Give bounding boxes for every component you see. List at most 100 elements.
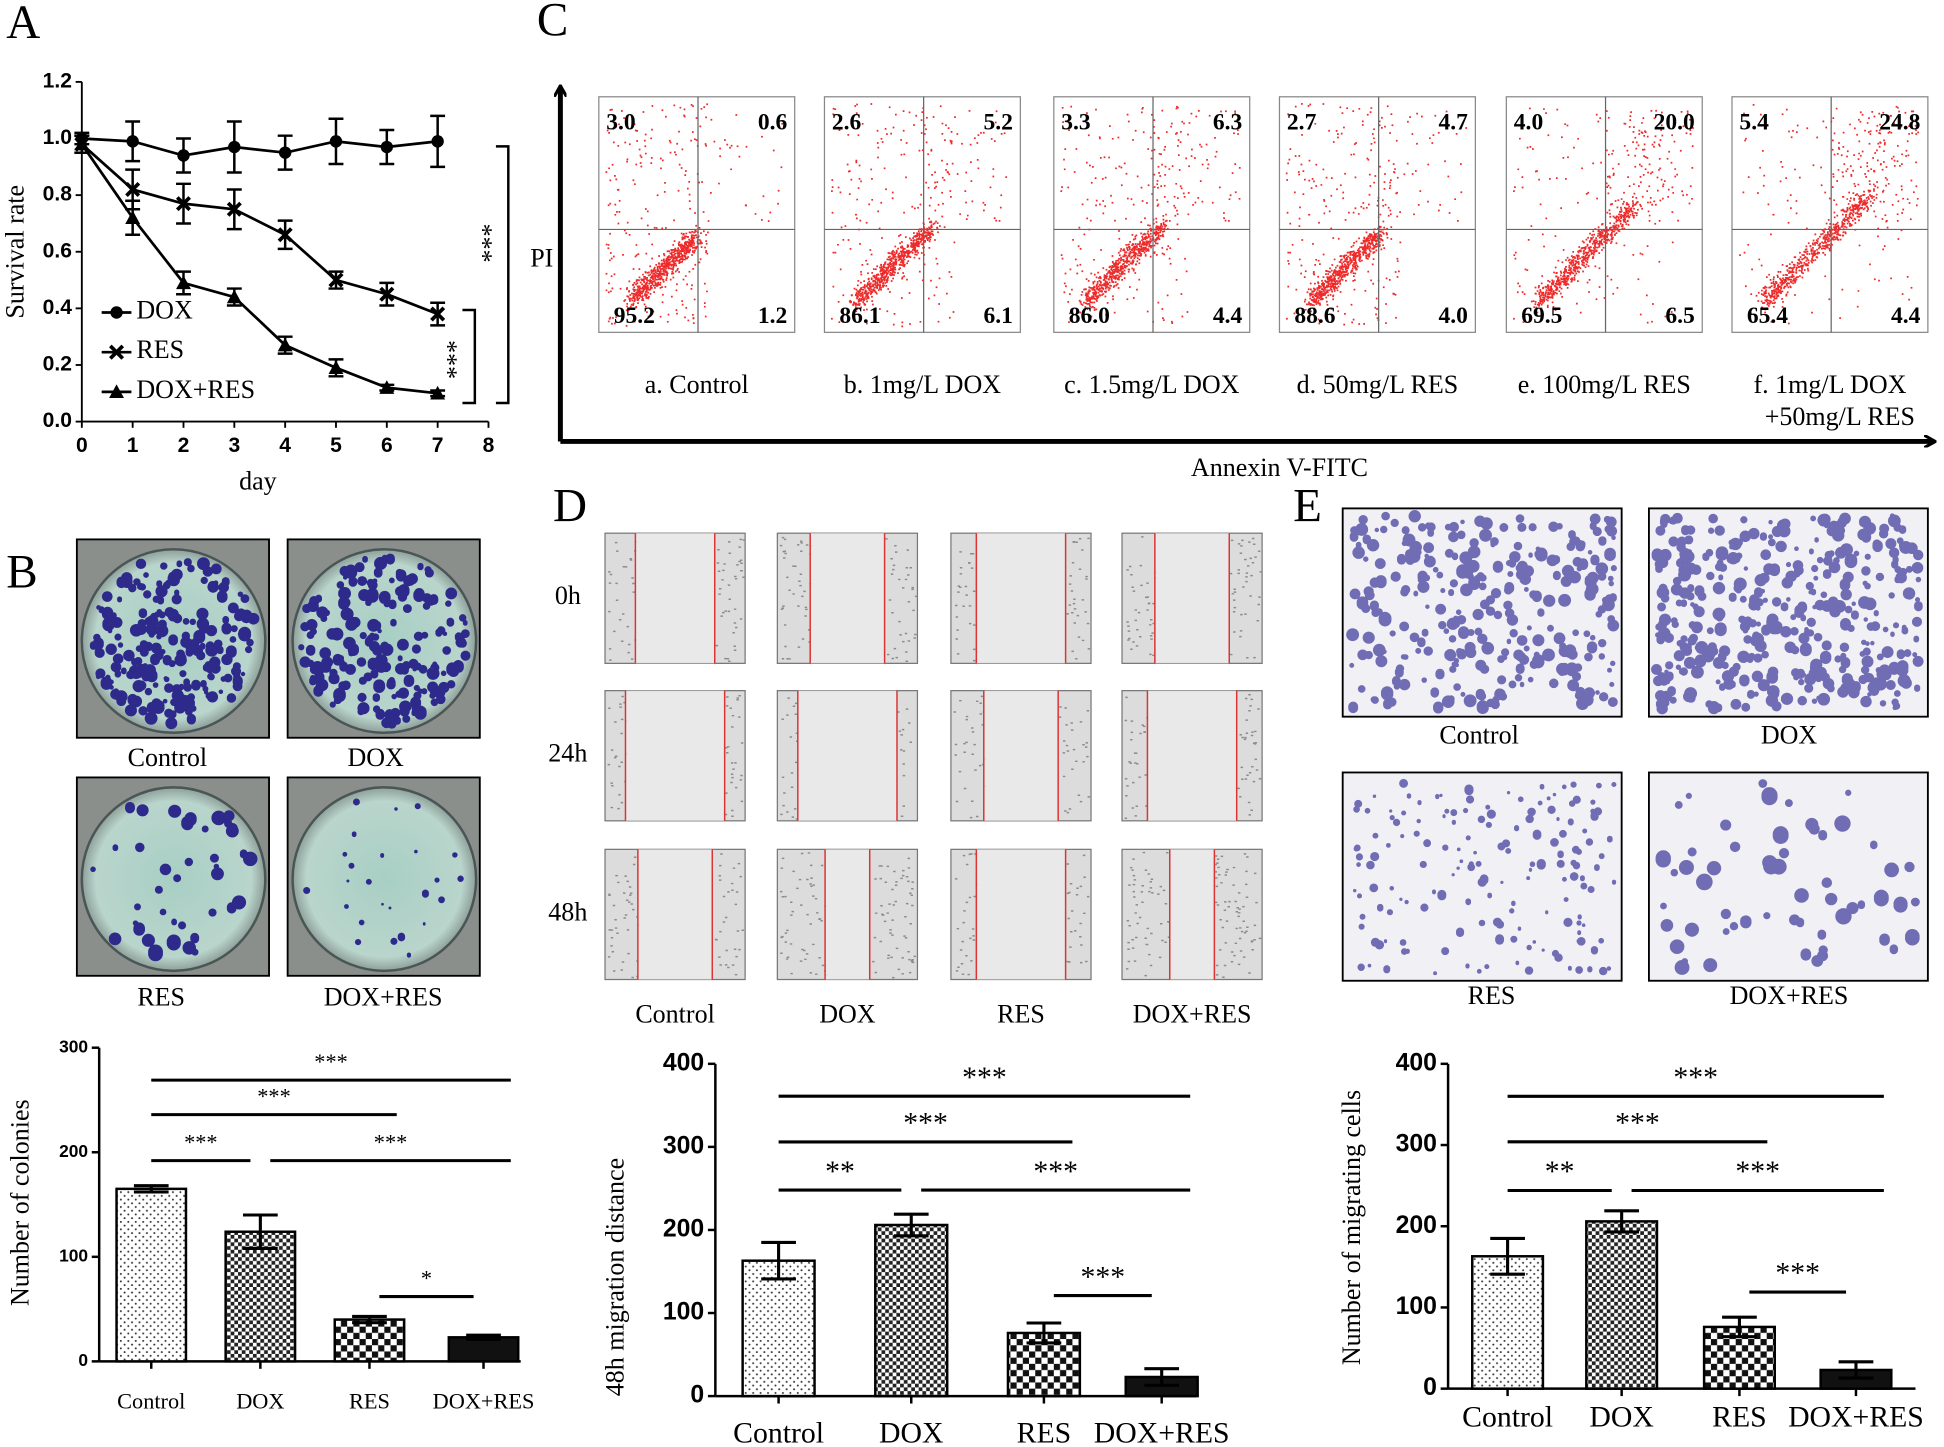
image-label: Control [128, 743, 208, 772]
legend-label: DOX [136, 295, 193, 324]
panel-label: C [537, 0, 568, 47]
flow-plot: 4.0 20.0 69.5 6.5 e. 100mg/L RES [1505, 96, 1703, 399]
bar [224, 1230, 297, 1363]
wound-gap [1147, 690, 1237, 821]
x-tick-label: 5 [330, 434, 342, 457]
x-tick-label: DOX [879, 1417, 943, 1447]
dish [291, 786, 478, 973]
error-bar [893, 1212, 929, 1238]
quadrant-value: 4.0 [1514, 109, 1543, 135]
y-axis-label: PI [530, 243, 553, 272]
significance-bracket [495, 145, 510, 405]
error-bar [133, 1184, 169, 1194]
image-label: RES [1468, 981, 1516, 1010]
plot-label: e. 100mg/L RES [1518, 370, 1691, 399]
point-marker [176, 275, 191, 290]
significance-label: *** [1735, 1155, 1780, 1188]
significance-label: ** [825, 1155, 855, 1188]
quadrant-value: 2.6 [832, 109, 862, 135]
point-marker [329, 135, 343, 148]
error-bar [1604, 1209, 1640, 1234]
line-chart: 0.0 0.2 0.4 0.6 0.8 1.0 1.2 0 1 2 3 4 5 6 7 8 Survival r… [0, 69, 510, 496]
x-tick-label: DOX+RES [1788, 1400, 1924, 1433]
plot-label: +50mg/L RES [1765, 402, 1915, 431]
point-marker [328, 272, 344, 288]
significance-label: *** [374, 1130, 407, 1155]
quadrant-value: 86.0 [1069, 303, 1110, 329]
quadrant-value: 4.7 [1438, 109, 1468, 135]
y-tick-label: 0 [1423, 1374, 1437, 1401]
point-marker [277, 337, 293, 352]
point-marker [379, 380, 395, 394]
quadrant-value: 6.1 [983, 303, 1012, 329]
bar [741, 1259, 816, 1398]
x-tick-label: 1 [127, 434, 139, 457]
series-line [80, 143, 439, 316]
point-marker [328, 360, 344, 375]
image-label: DOX [347, 743, 404, 772]
dish [291, 548, 478, 735]
image-label: RES [137, 982, 185, 1011]
significance-label: *** [184, 1130, 217, 1155]
quadrant-value: 2.7 [1287, 109, 1317, 135]
significance-label: *** [903, 1107, 948, 1140]
x-tick-label: 0 [76, 434, 88, 457]
significance-label: *** [1033, 1155, 1078, 1188]
point-marker [430, 385, 446, 400]
y-tick-label: 1.2 [43, 69, 72, 92]
quadrant-value: 69.5 [1521, 303, 1562, 329]
point-marker [380, 140, 394, 154]
y-tick-label: 400 [663, 1049, 704, 1076]
x-tick-label: 7 [432, 434, 444, 457]
y-tick-label: 0.2 [43, 353, 72, 376]
significance-label: *** [257, 1084, 290, 1109]
migrated-cells [1346, 510, 1620, 715]
x-tick-label: 6 [381, 434, 393, 457]
y-tick-label: 100 [1396, 1293, 1437, 1320]
point-marker [226, 289, 242, 304]
legend-label: DOX+RES [136, 375, 255, 404]
wound-gap [976, 849, 1066, 980]
point-marker [278, 146, 292, 159]
wound-gap [797, 690, 897, 821]
migrated-cells [1352, 778, 1617, 976]
significance-label: *** [314, 1049, 347, 1074]
x-tick-label: DOX+RES [1094, 1417, 1230, 1447]
point-marker [125, 210, 141, 224]
plot-label: a. Control [645, 370, 749, 399]
x-tick-label: DOX [1589, 1400, 1653, 1433]
bar [1471, 1255, 1545, 1390]
wound-gap [825, 849, 870, 980]
image-label: DOX+RES [1730, 981, 1849, 1010]
series-line [81, 137, 438, 157]
point-marker [125, 181, 141, 197]
y-tick-label: 0 [78, 1350, 88, 1370]
error-bar [1838, 1360, 1874, 1380]
significance-label: *** [442, 340, 471, 379]
significance-label: *** [962, 1061, 1007, 1094]
quadrant-value: 3.0 [606, 109, 635, 135]
flow-plot: 2.7 4.7 88.6 4.0 d. 50mg/L RES [1278, 96, 1476, 399]
legend-marker [109, 384, 124, 399]
quadrant-value: 24.8 [1879, 109, 1920, 135]
x-tick-label: RES [1017, 1417, 1072, 1447]
series-line [80, 143, 438, 395]
bar-chart: 0 100 200 300 400 Number of migrating cells Co… [1337, 1049, 1924, 1433]
flow-plot: 3.3 6.3 86.0 4.4 c. 1.5mg/L DOX [1053, 96, 1251, 399]
quadrant-value: 95.2 [614, 303, 655, 329]
y-tick-label: 0.6 [43, 239, 72, 262]
error-bar [1490, 1236, 1525, 1276]
quadrant-value: 1.2 [758, 303, 787, 329]
error-bar [1144, 1367, 1180, 1387]
error-bar [243, 1213, 278, 1251]
quadrant-value: 0.6 [758, 109, 788, 135]
cells [779, 852, 917, 979]
significance-label: *** [1775, 1257, 1820, 1290]
y-tick-label: 300 [663, 1132, 704, 1159]
panel-label: D [553, 481, 587, 533]
x-axis-label: day [239, 467, 277, 496]
quadrant-value: 4.0 [1438, 303, 1467, 329]
quadrant-value: 86.1 [839, 303, 880, 329]
y-axis-label: 48h migration distance [600, 1158, 629, 1396]
